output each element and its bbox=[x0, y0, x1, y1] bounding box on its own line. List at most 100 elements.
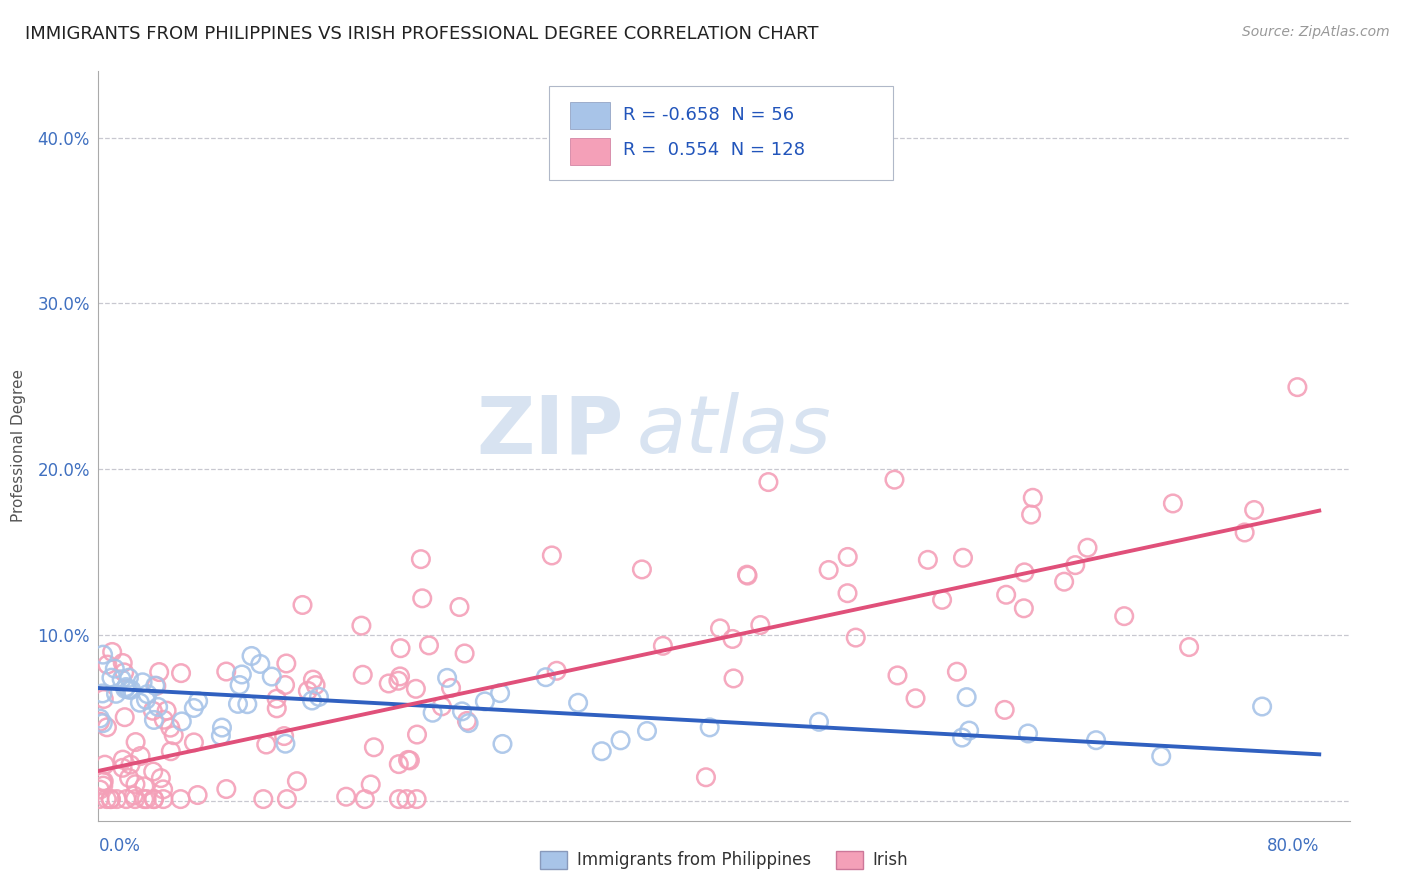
Point bbox=[1178, 640, 1201, 654]
Point bbox=[1243, 503, 1265, 517]
Point bbox=[274, 678, 297, 692]
Point bbox=[209, 729, 232, 743]
Point bbox=[136, 687, 159, 701]
Point bbox=[226, 697, 249, 711]
Point bbox=[474, 694, 496, 708]
Point bbox=[1085, 733, 1108, 747]
Point bbox=[169, 792, 191, 806]
Point bbox=[1150, 749, 1173, 764]
Point bbox=[152, 782, 174, 797]
Point bbox=[91, 779, 114, 793]
Point bbox=[114, 710, 136, 724]
Point bbox=[124, 735, 146, 749]
Point bbox=[807, 714, 830, 729]
Point bbox=[91, 716, 114, 731]
Point bbox=[149, 771, 172, 785]
Point bbox=[406, 728, 429, 742]
Point bbox=[215, 782, 238, 797]
Point bbox=[89, 782, 111, 797]
Text: ZIP: ZIP bbox=[477, 392, 624, 470]
Point bbox=[1076, 541, 1098, 555]
Text: atlas: atlas bbox=[637, 392, 831, 470]
Point bbox=[131, 675, 153, 690]
Point bbox=[274, 737, 297, 751]
Point bbox=[449, 600, 471, 615]
Point bbox=[631, 562, 654, 576]
Point bbox=[994, 703, 1017, 717]
Point bbox=[883, 473, 905, 487]
Point bbox=[249, 657, 271, 671]
Point bbox=[134, 780, 156, 794]
Point bbox=[105, 792, 128, 806]
Point bbox=[135, 792, 157, 806]
Point bbox=[1286, 380, 1309, 394]
Point bbox=[709, 621, 731, 635]
Point bbox=[1064, 558, 1087, 573]
Point bbox=[302, 673, 325, 687]
Point bbox=[120, 682, 142, 697]
Point bbox=[1114, 609, 1136, 624]
Point bbox=[129, 749, 152, 764]
Point bbox=[93, 774, 115, 789]
Point bbox=[957, 723, 980, 738]
Point bbox=[735, 567, 758, 582]
Point bbox=[1017, 726, 1039, 740]
Point bbox=[91, 648, 114, 662]
Point bbox=[301, 693, 323, 707]
Point bbox=[436, 671, 458, 685]
Point bbox=[111, 761, 134, 775]
Point bbox=[143, 679, 166, 693]
Point bbox=[183, 735, 205, 749]
Point bbox=[737, 568, 759, 582]
Point bbox=[723, 672, 745, 686]
Text: IMMIGRANTS FROM PHILIPPINES VS IRISH PROFESSIONAL DEGREE CORRELATION CHART: IMMIGRANTS FROM PHILIPPINES VS IRISH PRO… bbox=[25, 25, 818, 43]
Y-axis label: Professional Degree: Professional Degree bbox=[11, 369, 27, 523]
Text: R = -0.658  N = 56: R = -0.658 N = 56 bbox=[623, 106, 794, 124]
Point bbox=[96, 657, 118, 672]
Point bbox=[276, 792, 298, 806]
Point bbox=[215, 665, 238, 679]
Point bbox=[152, 792, 174, 806]
Point bbox=[491, 737, 513, 751]
Point bbox=[409, 552, 432, 566]
Point bbox=[335, 789, 357, 804]
Point bbox=[389, 669, 412, 683]
Point bbox=[115, 680, 138, 694]
Point bbox=[360, 777, 382, 791]
Point bbox=[135, 693, 157, 707]
Point bbox=[187, 788, 209, 802]
Point bbox=[377, 676, 399, 690]
Point bbox=[276, 657, 298, 671]
Point bbox=[430, 699, 453, 714]
Point bbox=[118, 682, 141, 697]
Point bbox=[396, 753, 419, 767]
Point bbox=[1012, 601, 1035, 615]
Point bbox=[457, 716, 479, 731]
Point bbox=[142, 713, 165, 727]
Point bbox=[124, 777, 146, 791]
Point bbox=[546, 664, 568, 678]
Point bbox=[534, 670, 557, 684]
Point bbox=[489, 686, 512, 700]
Point bbox=[160, 744, 183, 758]
Point bbox=[285, 774, 308, 789]
Point bbox=[540, 549, 562, 563]
Point bbox=[837, 549, 859, 564]
Point bbox=[1022, 491, 1045, 505]
Point bbox=[451, 704, 474, 718]
Point bbox=[118, 671, 141, 685]
Point bbox=[995, 588, 1018, 602]
Point bbox=[100, 792, 122, 806]
Point bbox=[363, 740, 385, 755]
Point bbox=[89, 714, 111, 729]
Point bbox=[453, 647, 475, 661]
Point bbox=[1053, 574, 1076, 589]
Point bbox=[440, 681, 463, 695]
Point bbox=[817, 563, 839, 577]
Point bbox=[114, 681, 136, 696]
Point bbox=[405, 681, 427, 696]
Point bbox=[105, 687, 128, 701]
Point bbox=[411, 591, 433, 606]
Point bbox=[956, 690, 979, 705]
Point bbox=[291, 598, 314, 612]
